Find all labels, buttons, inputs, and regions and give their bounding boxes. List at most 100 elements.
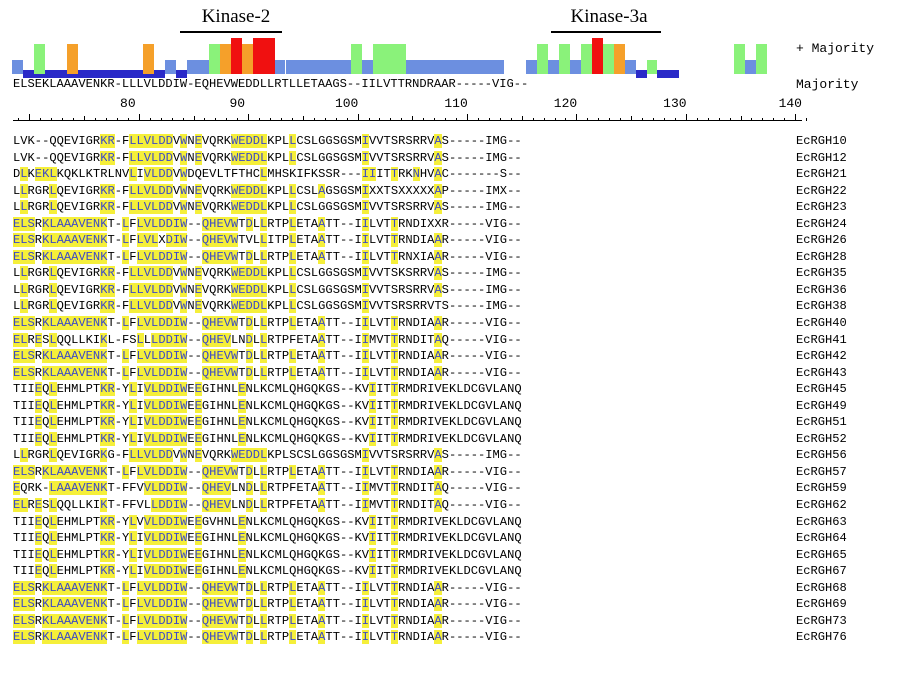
axis-tick: [751, 118, 753, 121]
alignment-row: TIIEQLEHMLPTKR-YLIVLDDIWEEGIHNLENLKCMLQH…: [13, 381, 847, 398]
row-sequence: LLRGRLQEVIGRKG-FLLVLDDVWNEVQRKWEDDLKPLSC…: [13, 448, 522, 463]
axis-tick: [302, 116, 304, 121]
axis-tick: [729, 118, 731, 121]
axis-tick: [696, 118, 698, 121]
axis-tick: [401, 118, 403, 121]
alignment-row: LLRGRLQEVIGRKR-FLLVLDDVWNEVQRKWEDDLKPLLC…: [13, 282, 847, 299]
row-label: EcRGH42: [796, 349, 847, 364]
conservation-bar: [537, 44, 549, 74]
row-sequence: LLRGRLQEVIGRKR-FLLVLDDVWNEVQRKWEDDLKPLLC…: [13, 200, 522, 215]
conservation-bar: [176, 70, 188, 78]
axis-tick: [445, 118, 447, 121]
row-label: EcRGH10: [796, 134, 847, 148]
axis-tick: [160, 118, 162, 121]
row-sequence: LLRGRLQEVIGRKR-FLLVLDDVWNEVQRKWEDDLKPLLC…: [13, 266, 522, 281]
axis-tick: [237, 118, 239, 121]
conservation-bar: [580, 44, 592, 74]
axis-tick: [95, 118, 97, 121]
row-sequence: ELSRKLAAAVENKT-LFLVLDDIW--QHEVWTDLLRTPLE…: [13, 316, 522, 331]
row-label: EcRGH52: [796, 431, 847, 446]
row-label: EcRGH56: [796, 448, 847, 463]
row-label: EcRGH41: [796, 332, 847, 347]
axis-tick: [182, 118, 184, 121]
axis-tick: [532, 118, 534, 121]
conservation-bar: [187, 60, 198, 74]
alignment-row: LLRGRLQEVIGRKG-FLLVLDDVWNEVQRKWEDDLKPLSC…: [13, 447, 847, 464]
axis-tick: [193, 116, 195, 121]
row-label: EcRGH59: [796, 481, 847, 496]
axis-tick: [631, 116, 633, 121]
position-axis: 80 90 100 110 120 130 140: [13, 94, 808, 124]
row-sequence: ELSRKLAAAVENKT-LFLVLXDIW--QHEVWTVLLITPLE…: [13, 233, 522, 248]
axis-tick: [149, 118, 151, 121]
alignment-row: ELSRKLAAAVENKT-LFLVLDDIW--QHEVWTDLLRTPLE…: [13, 629, 847, 646]
axis-tick: [270, 118, 272, 121]
conservation-bar: [208, 44, 220, 74]
row-sequence: ELSRKLAAAVENKT-LFLVLDDIW--QHEVWTDLLRTPLE…: [13, 464, 522, 479]
row-sequence: DLKEKLKQKLKTRLNVLIVLDDVWDQEVLTFTHCLMHSKI…: [13, 167, 522, 182]
axis-tick: [105, 118, 107, 121]
axis-tick: [51, 118, 53, 121]
row-sequence: TIIEQLEHMLPTKR-YLIVLDDIWEEGIHNLENLKCMLQH…: [13, 547, 522, 562]
axis-tick: [685, 114, 687, 121]
row-label: EcRGH51: [796, 415, 847, 430]
alignment-row: TIIEQLEHMLPTKR-YLIVLDDIWEEGIHNLENLKCMLQH…: [13, 547, 847, 564]
conservation-bar: [373, 44, 406, 74]
row-label: EcRGH35: [796, 266, 847, 281]
alignment-row: ELSRKLAAAVENKT-LFLVLXDIW--QHEVWTVLLITPLE…: [13, 232, 847, 249]
conservation-bar: [548, 60, 559, 74]
axis-tick: [204, 118, 206, 121]
axis-tick-label: 90: [229, 96, 246, 111]
axis-tick: [171, 118, 173, 121]
conservation-bar: [143, 44, 155, 74]
axis-tick: [456, 118, 458, 121]
alignment-row: LLRGRLQEVIGRKR-FLLVLDDVWNEVQRKWEDDLKPLLC…: [13, 298, 847, 315]
axis-tick: [554, 118, 556, 121]
conservation-bar: [635, 70, 647, 78]
conservation-bar: [197, 60, 209, 74]
row-sequence: ELSRKLAAAVENKT-LFLVLDDIW--QHEVWTDLLRTPLE…: [13, 630, 522, 645]
conservation-bar: [12, 60, 23, 74]
row-sequence: TIIEQLEHMLPTKR-YLVVLDDIWEEGVHNLENLKCMLQH…: [13, 514, 522, 529]
axis-tick: [795, 114, 797, 121]
conservation-bar: [526, 60, 538, 74]
row-label: EcRGH65: [796, 547, 847, 562]
conservation-bar: [569, 60, 581, 74]
alignment-row: ELSRKLAAAVENKT-LFLVLDDIW--QHEVWTDLLRTPLE…: [13, 596, 847, 613]
axis-tick: [248, 114, 250, 121]
row-label: EcRGH57: [796, 464, 847, 479]
row-sequence: TIIEQLEHMLPTKR-YLIVLDDIWEEGIHNLENLKCMLQH…: [13, 431, 522, 446]
motif-underline-kinase-2: [180, 31, 282, 33]
axis-tick: [521, 116, 523, 121]
axis-tick: [357, 114, 359, 121]
axis-tick: [674, 118, 676, 121]
alignment-row: TIIEQLEHMLPTKR-YLIVLDDIWEEGIHNLENLKCMLQH…: [13, 530, 847, 547]
alignment-row: DLKEKLKQKLKTRLNVLIVLDDVWDQEVLTFTHCLMHSKI…: [13, 166, 847, 183]
row-sequence: ELRESLQQLLKIKL-FSLLLDDIW--QHEVLNDLLRTPFE…: [13, 332, 522, 347]
alignment-row: LVK--QQEVIGRKR-FLLVLDDVWNEVQRKWEDDLKPLLC…: [13, 133, 847, 150]
row-sequence: TIIEQLEHMLPTKR-YLIVLDDIWEEGIHNLENLKCMLQH…: [13, 564, 522, 579]
axis-tick: [609, 118, 611, 121]
axis-tick: [652, 118, 654, 121]
axis-tick: [390, 118, 392, 121]
axis-line: [13, 120, 802, 121]
axis-tick: [73, 118, 75, 121]
axis-tick: [488, 118, 490, 121]
axis-tick: [259, 118, 261, 121]
row-sequence: TIIEQLEHMLPTKR-YLIVLDDIWEEGIHNLENLKCMLQH…: [13, 382, 522, 397]
axis-tick: [313, 118, 315, 121]
row-label: EcRGH63: [796, 514, 847, 529]
conservation-bar: [657, 70, 669, 78]
axis-tick-label: 130: [663, 96, 687, 111]
alignment-row: ELSRKLAAAVENKT-LFLVLDDIW--QHEVWTDLLRTPLE…: [13, 249, 847, 266]
sequence-rows: LVK--QQEVIGRKR-FLLVLDDVWNEVQRKWEDDLKPLLC…: [13, 133, 847, 646]
alignment-row: ELSRKLAAAVENKT-LFLVLDDIW--QHEVWTDLLRTPLE…: [13, 216, 847, 233]
conservation-bar: [744, 60, 756, 74]
row-sequence: ELSRKLAAAVENKT-LFLVLDDIW--QHEVWTDLLRTPLE…: [13, 249, 522, 264]
row-label: EcRGH43: [796, 365, 847, 380]
row-sequence: EQRK-LAAAVENKT-FFVVLDDIW--QHEVLNDLLRTPFE…: [13, 481, 522, 496]
axis-tick: [379, 118, 381, 121]
row-sequence: ELSRKLAAAVENKT-LFLVLDDIW--QHEVWTDLLRTPLE…: [13, 216, 522, 231]
legend-plus-majority: + Majority: [796, 41, 875, 56]
axis-tick: [565, 118, 567, 121]
